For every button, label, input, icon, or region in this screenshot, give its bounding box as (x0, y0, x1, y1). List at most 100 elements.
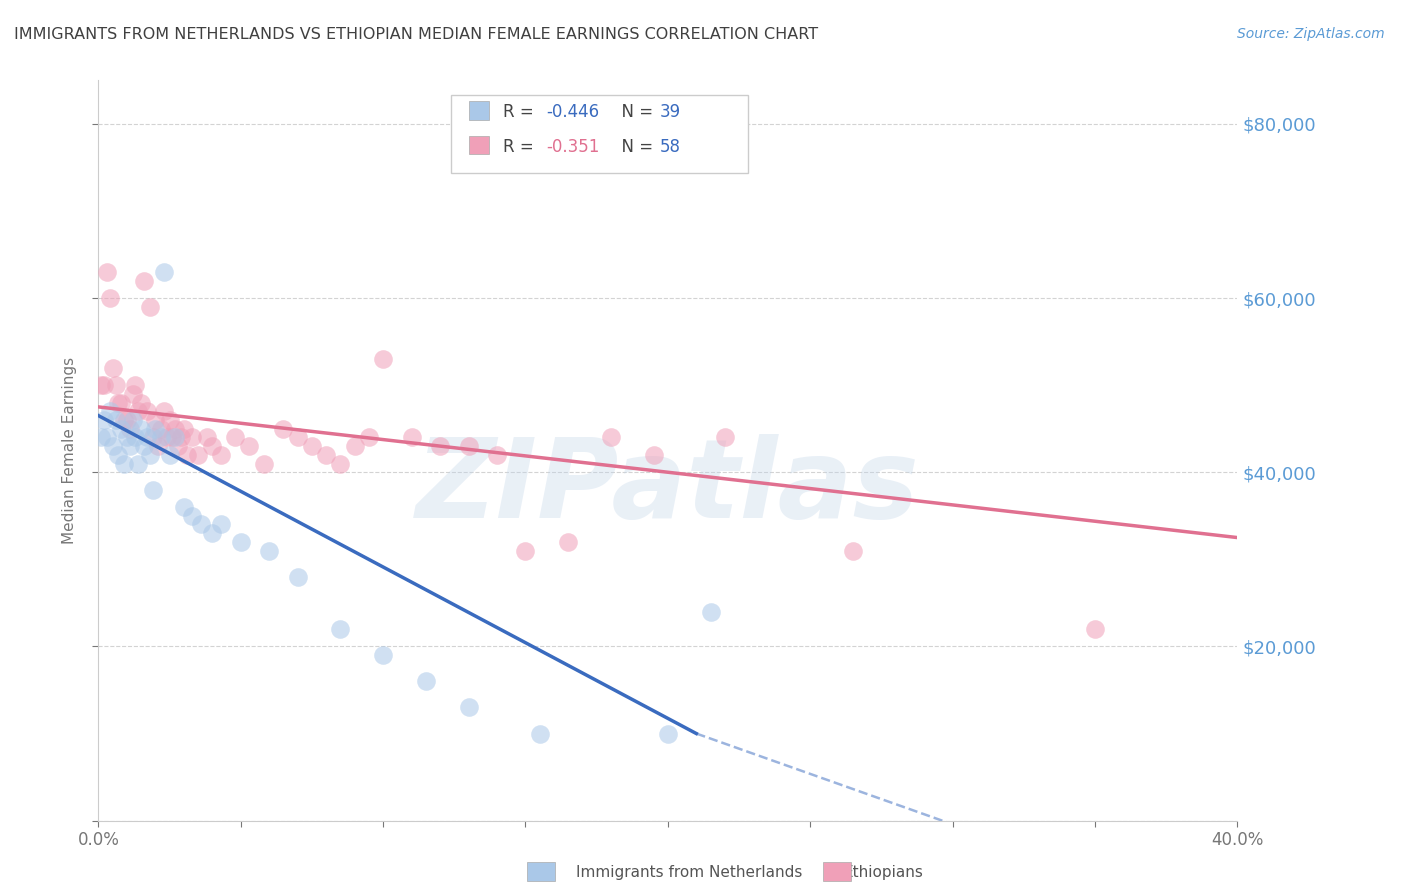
Point (201, 439, 224, 453)
FancyBboxPatch shape (451, 95, 748, 173)
Text: N =: N = (610, 138, 658, 156)
Point (357, 430, 380, 444)
Text: R =: R = (503, 138, 538, 156)
Point (401, 430, 423, 444)
Point (124, 430, 146, 444)
Point (699, 605, 721, 619)
Text: Ethiopians: Ethiopians (844, 865, 924, 880)
Point (141, 483, 163, 497)
Point (110, 422, 132, 436)
Point (657, 726, 679, 740)
Point (373, 648, 395, 662)
Point (93, 413, 115, 427)
Point (209, 448, 232, 462)
FancyBboxPatch shape (468, 136, 489, 154)
Point (259, 543, 281, 558)
Point (238, 439, 260, 453)
Point (600, 430, 623, 444)
Point (132, 274, 155, 288)
Point (486, 448, 509, 462)
Point (173, 422, 195, 436)
Point (148, 439, 170, 453)
Point (181, 508, 204, 523)
Point (373, 351, 395, 366)
Point (90, 378, 112, 392)
Point (127, 457, 149, 471)
Point (181, 430, 204, 444)
Point (415, 674, 437, 689)
Text: -0.446: -0.446 (546, 103, 599, 121)
Point (643, 448, 665, 462)
Text: IMMIGRANTS FROM NETHERLANDS VS ETHIOPIAN MEDIAN FEMALE EARNINGS CORRELATION CHAR: IMMIGRANTS FROM NETHERLANDS VS ETHIOPIAN… (14, 27, 818, 42)
Point (287, 430, 309, 444)
Point (301, 439, 323, 453)
Text: Source: ZipAtlas.com: Source: ZipAtlas.com (1237, 27, 1385, 41)
Point (557, 535, 579, 549)
Point (115, 413, 138, 427)
Point (252, 457, 274, 471)
Point (173, 500, 195, 514)
Point (135, 430, 157, 444)
Text: ZIPatlas: ZIPatlas (416, 434, 920, 541)
Point (329, 457, 352, 471)
Point (145, 422, 167, 436)
Point (107, 448, 129, 462)
Point (115, 430, 138, 444)
Point (98, 291, 121, 305)
Point (98, 404, 121, 418)
Point (329, 622, 352, 636)
Point (104, 413, 127, 427)
Point (165, 422, 187, 436)
Point (107, 395, 129, 409)
Point (127, 404, 149, 418)
Point (118, 422, 141, 436)
Point (118, 439, 141, 453)
Point (110, 395, 132, 409)
Point (1084, 622, 1107, 636)
Point (135, 404, 157, 418)
Point (138, 300, 160, 314)
Point (195, 430, 218, 444)
Point (714, 430, 737, 444)
FancyBboxPatch shape (468, 101, 489, 120)
Point (156, 430, 179, 444)
Point (121, 387, 143, 401)
Point (112, 457, 135, 471)
Point (101, 439, 124, 453)
Point (90, 430, 112, 444)
Point (96, 430, 118, 444)
Point (187, 448, 209, 462)
Y-axis label: Median Female Earnings: Median Female Earnings (62, 357, 77, 544)
Point (190, 517, 212, 532)
Point (457, 439, 479, 453)
Text: 58: 58 (659, 138, 681, 156)
Point (201, 526, 224, 541)
Text: N =: N = (610, 103, 658, 121)
Point (176, 448, 198, 462)
Point (93, 378, 115, 392)
Point (162, 430, 184, 444)
Point (159, 413, 181, 427)
Point (229, 535, 252, 549)
Point (150, 430, 173, 444)
Point (343, 439, 366, 453)
Point (124, 378, 146, 392)
Point (141, 430, 163, 444)
Point (153, 404, 176, 418)
Point (287, 570, 309, 584)
Point (159, 448, 181, 462)
Text: -0.351: -0.351 (546, 138, 599, 156)
Point (224, 430, 246, 444)
Point (101, 360, 124, 375)
Text: Immigrants from Netherlands: Immigrants from Netherlands (576, 865, 803, 880)
Point (529, 726, 551, 740)
Point (167, 439, 190, 453)
Point (273, 422, 295, 436)
Point (112, 413, 135, 427)
Point (132, 439, 155, 453)
Point (121, 413, 143, 427)
Point (138, 448, 160, 462)
Point (457, 700, 479, 714)
Point (429, 439, 451, 453)
Point (165, 430, 187, 444)
